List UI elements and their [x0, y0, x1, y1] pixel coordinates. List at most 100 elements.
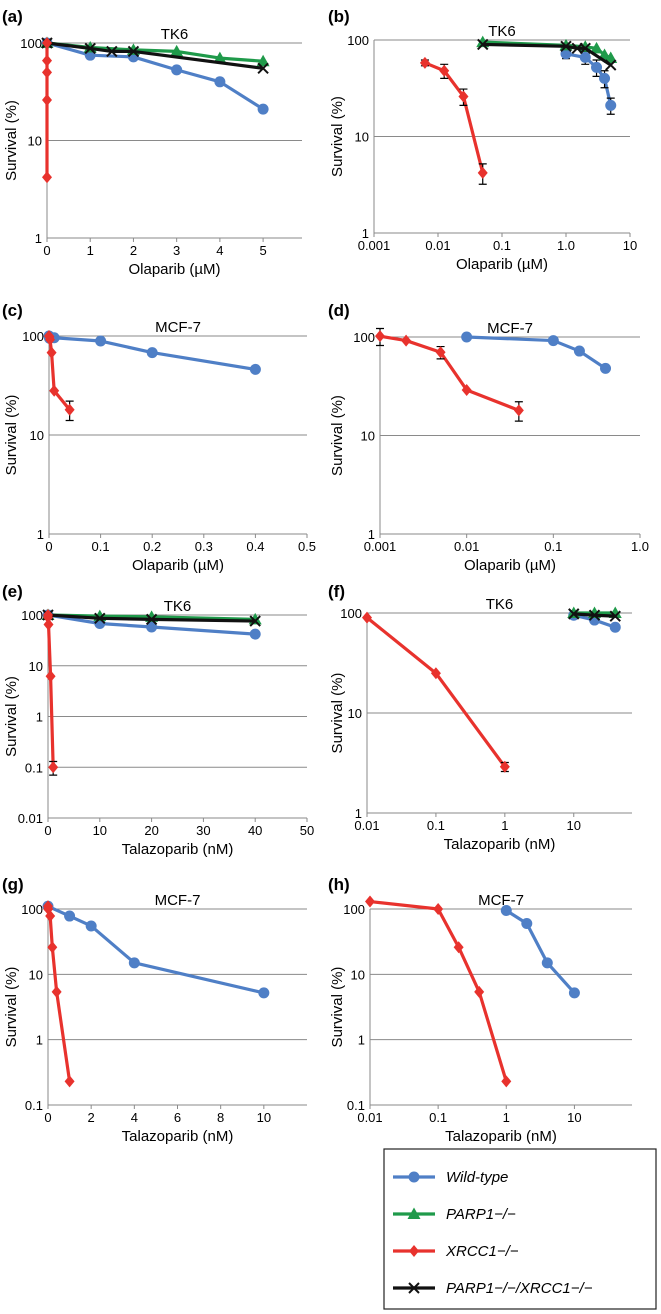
data-point [146, 621, 158, 633]
data-point [47, 941, 58, 954]
data-point [430, 667, 441, 680]
data-point [599, 72, 611, 84]
data-point [579, 51, 591, 63]
x-tick-label: 0.4 [246, 539, 264, 554]
data-point [560, 40, 572, 53]
x-tick-label: 4 [131, 1110, 138, 1125]
y-tick-label: 10 [29, 967, 43, 982]
x-tick-label: 0.1 [493, 238, 511, 253]
series-dbl [568, 608, 621, 622]
x-tick-label: 0.01 [425, 238, 450, 253]
data-point [85, 920, 97, 932]
series-line [365, 616, 507, 768]
y-tick-label: 1 [37, 527, 44, 542]
x-axis-label: Talazoparib (nM) [444, 836, 556, 853]
data-point [43, 611, 54, 624]
data-point [477, 38, 489, 51]
data-point [249, 363, 261, 375]
data-point [249, 628, 261, 640]
legend: Wild-type PARP1−/− XRCC1−/− PARP1−/−/XRCC1−… [383, 1148, 657, 1310]
data-point [43, 618, 54, 631]
series-wt [500, 904, 580, 999]
series-line [47, 613, 256, 623]
x-tick-label: 0.3 [195, 539, 213, 554]
chart-panel-b: 1 10 100 0.001 0.01 0.1 1.0 10 Olaparib (µM) Surv… [328, 7, 637, 273]
y-tick-label: 100 [353, 330, 375, 345]
data-point [591, 61, 603, 73]
data-point [560, 48, 572, 60]
chart-panel-c: 1 10 100 0 0.1 0.2 0.3 0.4 0.5 Olaparib (µM) Survi… [2, 301, 316, 574]
x-axis-label: Olaparib (µM) [129, 261, 221, 278]
data-point [257, 62, 269, 75]
data-point [256, 54, 270, 67]
panel-letter: (b) [328, 7, 350, 26]
x-tick-label: 0.1 [427, 818, 445, 833]
y-tick-label: 100 [21, 608, 43, 623]
data-point [521, 917, 533, 929]
data-point [127, 45, 140, 58]
x-tick-label: 3 [173, 243, 180, 258]
y-tick-label: 10 [355, 130, 369, 145]
y-tick-label: 0.1 [347, 1098, 365, 1113]
x-tick-label: 0.01 [354, 818, 379, 833]
x-tick-label: 0 [44, 1110, 51, 1125]
x-tick-label: 8 [217, 1110, 224, 1125]
data-point [590, 41, 604, 54]
chart-title: TK6 [164, 598, 192, 615]
x-tick-label: 0.5 [298, 539, 316, 554]
data-point [42, 171, 52, 184]
series-wt [560, 48, 617, 115]
x-tick-label: 0.1 [544, 539, 562, 554]
data-point [42, 94, 52, 107]
legend-label-wt: Wild-type [446, 1169, 508, 1186]
y-tick-label: 1 [362, 226, 369, 241]
series-line [47, 335, 71, 411]
legend-label-parp1: PARP1−/− [446, 1206, 516, 1223]
legend-marker-wt [408, 1171, 420, 1183]
series-wt [43, 330, 261, 375]
data-point [128, 957, 140, 969]
series-line [379, 334, 520, 412]
data-point [568, 987, 580, 999]
data-point [461, 383, 472, 396]
series-xrcc1 [375, 327, 524, 422]
y-tick-label: 1 [36, 710, 43, 725]
series-line [47, 613, 256, 636]
panel-letter: (f) [328, 582, 345, 601]
x-tick-label: 0.1 [92, 539, 110, 554]
data-point [401, 334, 412, 347]
data-point [439, 64, 450, 77]
series-xrcc1 [43, 609, 59, 776]
y-tick-label: 100 [21, 902, 43, 917]
x-tick-label: 0.01 [454, 539, 479, 554]
y-tick-label: 1 [358, 1033, 365, 1048]
x-tick-label: 10 [257, 1110, 271, 1125]
y-tick-label: 10 [30, 428, 44, 443]
chart-panel-g: 0.1 1 10 100 0 2 4 6 8 10 Talazoparib (nM) Survival… [2, 875, 307, 1145]
x-tick-label: 50 [300, 823, 314, 838]
series-line [424, 61, 485, 174]
chart-title: MCF-7 [487, 320, 533, 337]
chart-panel-f: 1 10 100 0.01 0.1 1 10 Talazoparib (nM) Survival… [328, 582, 632, 853]
x-tick-label: 1 [503, 1110, 510, 1125]
legend-marker-parp1 [407, 1207, 421, 1219]
data-point [461, 331, 473, 343]
x-axis-label: Olaparib (µM) [132, 557, 224, 574]
data-point [249, 615, 261, 627]
x-tick-label: 10 [567, 818, 581, 833]
x-tick-label: 2 [130, 243, 137, 258]
y-tick-label: 100 [340, 606, 362, 621]
data-point [609, 621, 621, 633]
legend-marker-dbl [408, 1282, 420, 1294]
data-point [513, 404, 524, 417]
data-point [609, 610, 621, 622]
data-point [42, 66, 52, 79]
chart-panel-e: 0.01 0.1 1 10 100 0 10 20 30 40 50 Talazoparib (nM)… [2, 582, 314, 858]
data-point [579, 42, 591, 55]
y-axis-label: Survival (%) [3, 100, 20, 181]
y-tick-label: 0.1 [25, 1098, 43, 1113]
x-tick-label: 0 [45, 539, 52, 554]
data-point [499, 760, 510, 773]
